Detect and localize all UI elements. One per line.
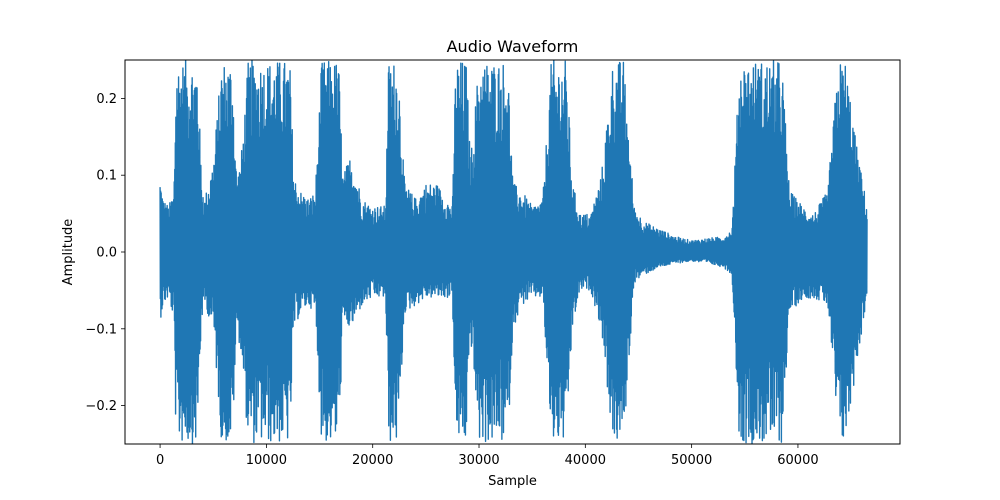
x-tick-label: 10000 [246,453,287,468]
chart-title: Audio Waveform [447,37,579,56]
y-tick-label: −0.1 [85,322,117,337]
x-axis-label: Sample [488,474,537,489]
y-tick-label: 0.2 [96,92,117,107]
x-tick-label: 20000 [352,453,393,468]
x-axis-ticks: 0 10000 20000 30000 40000 50000 60000 [156,444,819,468]
y-tick-label: −0.2 [85,399,117,414]
plot-area [159,60,868,444]
y-axis-label: Amplitude [61,219,76,286]
x-tick-label: 50000 [671,453,712,468]
y-tick-label: 0.0 [96,246,117,261]
series-layer [159,60,868,444]
waveform-line [159,60,868,444]
x-tick-label: 40000 [565,453,606,468]
y-tick-label: 0.1 [96,169,117,184]
x-tick-label: 30000 [458,453,499,468]
x-tick-label: 0 [156,453,164,468]
x-tick-label: 60000 [777,453,818,468]
y-axis-ticks: −0.2 −0.1 0.0 0.1 0.2 [85,92,125,414]
